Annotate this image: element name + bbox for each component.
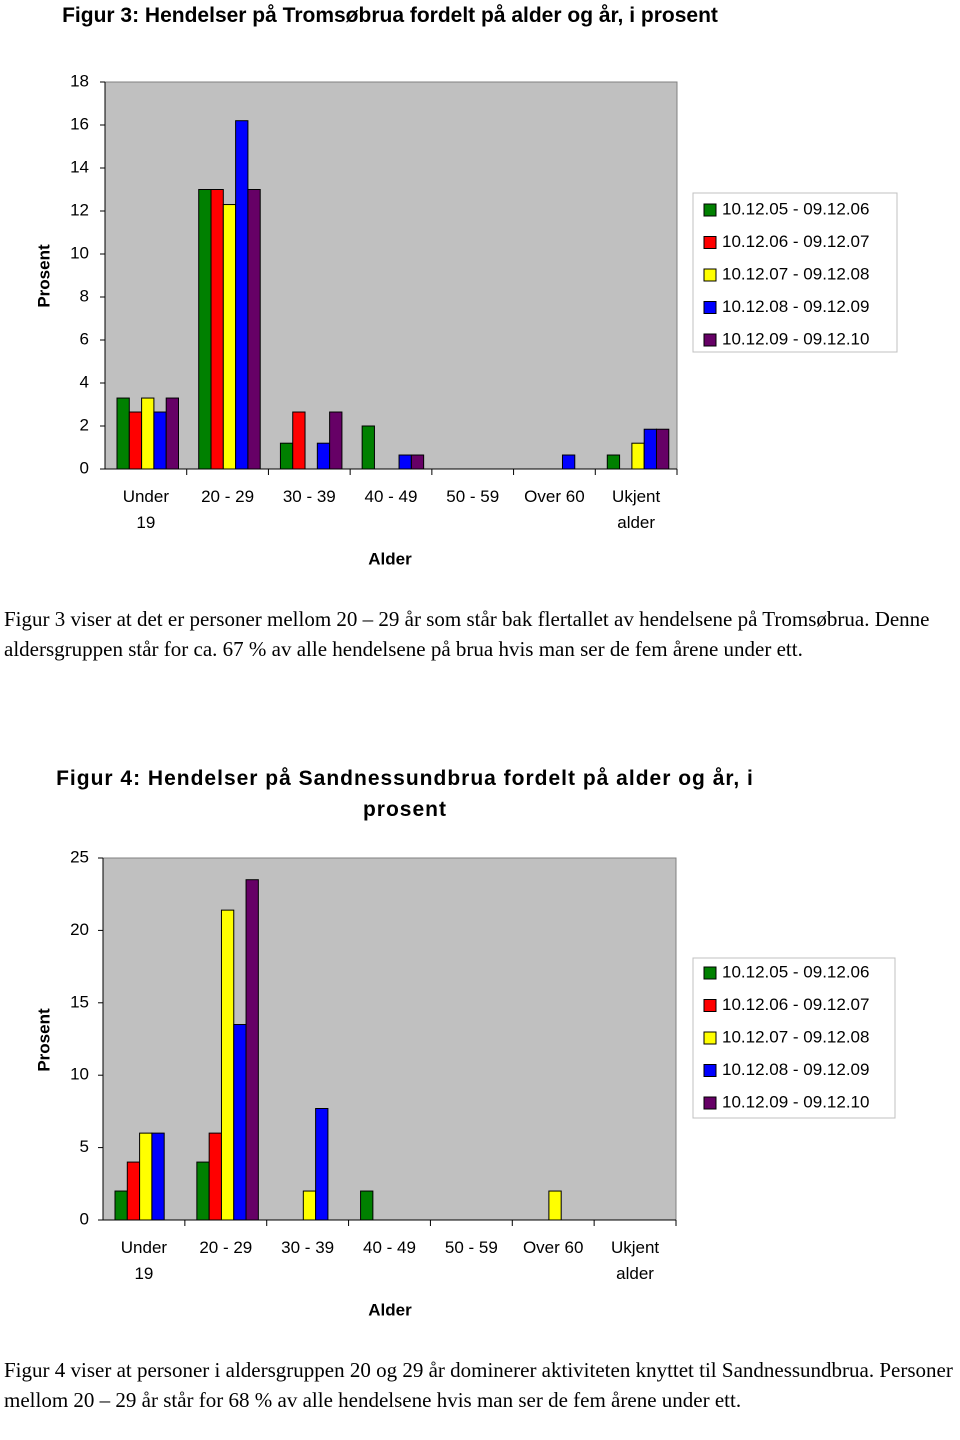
x-tick-label: Ukjent alder bbox=[610, 1238, 660, 1283]
y-tick-label: 15 bbox=[70, 992, 89, 1011]
bar bbox=[198, 189, 212, 470]
y-tick-label: 18 bbox=[70, 71, 89, 90]
bar bbox=[153, 411, 167, 470]
bar bbox=[114, 1190, 128, 1221]
y-tick-label: 25 bbox=[70, 847, 89, 866]
bar bbox=[196, 1161, 210, 1221]
bar bbox=[247, 189, 261, 470]
bar bbox=[561, 454, 576, 470]
x-tick-label: 30 - 39 bbox=[281, 1238, 335, 1257]
legend-swatch bbox=[703, 1064, 717, 1077]
x-tick-label: 50 - 59 bbox=[444, 1238, 498, 1257]
bar bbox=[360, 1190, 374, 1221]
legend-swatch bbox=[703, 999, 717, 1012]
bar bbox=[233, 1024, 247, 1221]
legend bbox=[692, 957, 896, 1119]
legend-swatch bbox=[703, 1031, 717, 1045]
x-tick-label: Under 19 bbox=[120, 1238, 168, 1283]
x-tick-label: 20 - 29 bbox=[199, 1238, 253, 1257]
y-axis-title: Prosent bbox=[34, 1008, 53, 1072]
y-tick-label: 0 bbox=[80, 1209, 89, 1228]
x-tick-label: Over 60 bbox=[524, 487, 585, 506]
legend-swatch bbox=[703, 268, 717, 282]
plot-area bbox=[102, 857, 677, 1221]
y-tick-label: 8 bbox=[80, 286, 89, 305]
legend-swatch bbox=[703, 301, 717, 314]
chart-title: Figur 4: Hendelser på Sandnessundbrua fo… bbox=[56, 767, 754, 821]
legend-swatch bbox=[703, 1096, 717, 1110]
legend-swatch bbox=[703, 966, 717, 980]
plot-area bbox=[104, 81, 678, 470]
bar bbox=[606, 454, 621, 470]
bar bbox=[235, 120, 249, 470]
y-tick-label: 10 bbox=[70, 243, 89, 262]
y-tick-label: 10 bbox=[70, 1065, 89, 1084]
bar bbox=[139, 1132, 153, 1221]
bar bbox=[548, 1190, 562, 1221]
bar bbox=[292, 411, 306, 470]
bar bbox=[279, 442, 294, 470]
legend-label: 10.12.05 - 09.12.06 bbox=[722, 199, 869, 218]
bar bbox=[410, 454, 425, 470]
bar bbox=[151, 1132, 165, 1221]
legend bbox=[692, 192, 898, 353]
y-tick-label: 16 bbox=[70, 114, 89, 133]
x-tick-label: 40 - 49 bbox=[364, 487, 418, 506]
bar bbox=[126, 1161, 141, 1221]
bar bbox=[222, 204, 237, 470]
legend-label: 10.12.06 - 09.12.07 bbox=[722, 232, 869, 251]
legend-label: 10.12.05 - 09.12.06 bbox=[722, 962, 869, 981]
legend-swatch bbox=[703, 333, 717, 347]
y-tick-label: 5 bbox=[80, 1137, 89, 1156]
bar bbox=[220, 909, 235, 1221]
bar bbox=[329, 411, 343, 470]
bar bbox=[361, 425, 375, 470]
x-axis-title: Alder bbox=[368, 549, 412, 568]
x-tick-label: 20 - 29 bbox=[201, 487, 255, 506]
bar bbox=[316, 442, 331, 470]
x-tick-label: 40 - 49 bbox=[363, 1238, 416, 1257]
legend-swatch bbox=[703, 203, 717, 217]
legend-label: 10.12.06 - 09.12.07 bbox=[722, 995, 869, 1014]
y-tick-label: 14 bbox=[70, 157, 89, 176]
bar bbox=[141, 397, 155, 470]
legend-label: 10.12.08 - 09.12.09 bbox=[722, 1060, 869, 1079]
legend-label: 10.12.08 - 09.12.09 bbox=[722, 297, 869, 316]
legend-label: 10.12.07 - 09.12.08 bbox=[722, 1027, 869, 1046]
bar bbox=[315, 1108, 329, 1221]
y-axis-title: Prosent bbox=[34, 244, 53, 308]
legend-label: 10.12.07 - 09.12.08 bbox=[722, 264, 869, 283]
y-tick-label: 20 bbox=[70, 920, 89, 939]
bar bbox=[631, 442, 645, 470]
bar bbox=[210, 189, 224, 470]
bar bbox=[245, 879, 259, 1221]
bar bbox=[655, 428, 670, 470]
bar bbox=[398, 454, 412, 470]
bar bbox=[302, 1190, 317, 1221]
paragraph: Figur 4 viser at personer i aldersgruppe… bbox=[4, 1358, 953, 1412]
legend-label: 10.12.09 - 09.12.10 bbox=[722, 329, 869, 348]
bar bbox=[116, 397, 130, 470]
legend-label: 10.12.09 - 09.12.10 bbox=[722, 1092, 869, 1111]
x-tick-label: 50 - 59 bbox=[446, 487, 500, 506]
x-axis-title: Alder bbox=[368, 1300, 412, 1319]
chart-title: Figur 3: Hendelser på Tromsøbrua fordelt… bbox=[62, 4, 718, 27]
paragraph: Figur 3 viser at det er personer mellom … bbox=[4, 607, 930, 661]
x-tick-label: Ukjent alder bbox=[612, 487, 661, 532]
x-tick-label: Over 60 bbox=[522, 1238, 584, 1257]
x-tick-label: Under 19 bbox=[122, 487, 169, 532]
bar bbox=[208, 1132, 222, 1221]
bar bbox=[643, 428, 657, 470]
x-tick-label: 30 - 39 bbox=[282, 487, 336, 506]
bar bbox=[128, 411, 143, 470]
bar bbox=[165, 397, 179, 470]
y-tick-label: 2 bbox=[80, 415, 89, 434]
y-tick-label: 4 bbox=[80, 372, 89, 391]
y-tick-label: 12 bbox=[70, 200, 89, 219]
y-tick-label: 0 bbox=[80, 458, 89, 477]
y-tick-label: 6 bbox=[80, 329, 89, 348]
legend-swatch bbox=[703, 236, 717, 249]
